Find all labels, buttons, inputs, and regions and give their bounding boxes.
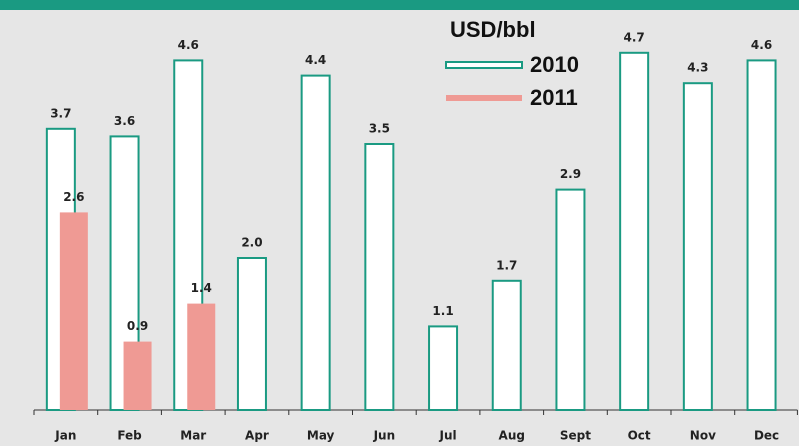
value-label: 2.9 bbox=[560, 167, 581, 181]
bar bbox=[746, 59, 777, 412]
value-label: 3.6 bbox=[114, 114, 135, 128]
value-label: 4.4 bbox=[305, 53, 326, 67]
value-label: 4.6 bbox=[751, 38, 772, 52]
bar bbox=[555, 188, 586, 411]
x-tick-label: Oct bbox=[628, 429, 651, 443]
bar bbox=[123, 341, 152, 410]
x-tick-label: Dec bbox=[754, 429, 779, 443]
legend-label: 2011 bbox=[530, 85, 578, 110]
value-label: 3.7 bbox=[50, 106, 71, 120]
x-tick-label: Aug bbox=[499, 429, 525, 443]
bar bbox=[236, 257, 267, 411]
x-tick-label: Sept bbox=[560, 429, 591, 443]
x-tick-label: Nov bbox=[690, 429, 716, 443]
bar bbox=[619, 51, 650, 412]
x-tick-label: Jan bbox=[54, 429, 76, 443]
bar bbox=[428, 325, 459, 411]
value-label: 2.0 bbox=[241, 236, 262, 250]
bar bbox=[187, 303, 216, 410]
legend-swatch bbox=[446, 95, 522, 101]
bar bbox=[300, 74, 331, 411]
value-label: 1.1 bbox=[432, 304, 453, 318]
bar bbox=[682, 82, 713, 411]
x-tick-label: May bbox=[307, 429, 335, 443]
value-label: 4.7 bbox=[624, 30, 645, 44]
x-tick-label: Feb bbox=[117, 429, 142, 443]
value-label: 4.6 bbox=[178, 38, 199, 52]
legend-swatch bbox=[445, 61, 523, 69]
x-tick-label: Mar bbox=[180, 429, 206, 443]
value-label: 1.7 bbox=[496, 258, 517, 272]
top-band bbox=[0, 0, 799, 10]
value-label: 0.9 bbox=[127, 319, 148, 333]
bar bbox=[364, 143, 395, 411]
value-label: 4.3 bbox=[687, 61, 708, 75]
value-label: 3.5 bbox=[369, 122, 390, 136]
legend-label: 2010 bbox=[530, 52, 579, 77]
bar bbox=[59, 212, 88, 410]
bar bbox=[491, 279, 522, 411]
value-label: 2.6 bbox=[63, 190, 84, 204]
legend-title: USD/bbl bbox=[450, 17, 536, 42]
x-tick-label: Jun bbox=[373, 429, 396, 443]
value-label: 1.4 bbox=[191, 281, 212, 295]
x-tick-label: Apr bbox=[245, 429, 269, 443]
x-tick-label: Jul bbox=[438, 429, 456, 443]
